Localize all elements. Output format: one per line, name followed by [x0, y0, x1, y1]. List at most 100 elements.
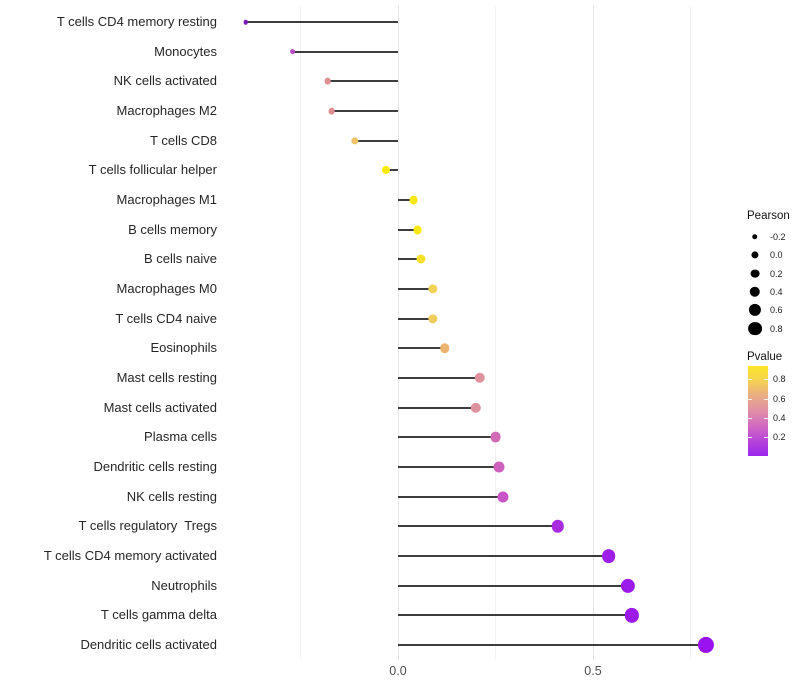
pearson-legend-dot	[751, 251, 759, 259]
pvalue-colorbar-gradient	[748, 366, 768, 456]
pearson-legend-title: Pearson	[747, 210, 790, 222]
lollipop-dot	[324, 78, 332, 85]
x-axis-tick-label: 0.0	[389, 664, 407, 678]
y-axis-label: NK cells resting	[126, 488, 217, 504]
y-axis-label: Macrophages M0	[116, 281, 217, 296]
lollipop-stem	[398, 555, 609, 557]
pvalue-legend-title: Pvalue	[747, 351, 783, 363]
lollipop-stem	[398, 377, 480, 379]
y-axis-label: Dendritic cells resting	[93, 459, 217, 474]
pearson-legend-entry-label: 0.8	[770, 323, 783, 334]
lollipop-dot	[601, 549, 616, 563]
lollipop-stem	[355, 139, 398, 142]
pvalue-legend-tick-label: 0.6	[773, 394, 786, 404]
pvalue-legend-tick-label: 0.2	[773, 432, 786, 442]
y-axis-label: Dendritic cells activated	[80, 637, 217, 652]
pearson-legend-dot	[750, 269, 760, 278]
y-axis-label: Plasma cells	[144, 429, 217, 445]
lollipop-dot	[351, 136, 359, 145]
lollipop-stem	[398, 466, 500, 468]
pearson-legend-entry-label: 0.2	[770, 268, 783, 279]
y-axis-label: T cells follicular helper	[88, 162, 217, 178]
y-axis-label: Mast cells activated	[103, 399, 217, 415]
lollipop-stem	[398, 199, 414, 201]
lollipop-dot	[289, 48, 296, 55]
lollipop-dot	[490, 431, 501, 443]
lollipop-stem	[331, 110, 398, 112]
y-axis-label: T cells CD4 memory resting	[56, 14, 217, 29]
lollipop-dot	[497, 491, 509, 503]
lollipop-dot	[382, 166, 391, 175]
lollipop-stem	[398, 258, 422, 261]
y-axis-label: B cells naive	[144, 251, 217, 267]
y-axis-label: Macrophages M2	[116, 103, 217, 118]
pearson-legend-dot	[752, 234, 758, 240]
y-axis-label: Eosinophils	[150, 340, 218, 356]
y-axis-label: Monocytes	[154, 43, 217, 59]
lollipop-dot	[470, 402, 482, 413]
y-axis-label: Neutrophils	[151, 577, 217, 593]
lollipop-dot	[551, 520, 565, 533]
lollipop-stem	[398, 288, 434, 290]
gridline-minor	[690, 6, 691, 660]
pvalue-colorbar-tick-mark	[748, 399, 752, 400]
y-axis-label: Mast cells resting	[116, 370, 217, 385]
lollipop-stem	[398, 495, 504, 498]
y-axis-label: T cells regulatory Tregs	[78, 518, 217, 534]
lollipop-dot	[474, 372, 486, 384]
pvalue-colorbar-tick-mark	[748, 379, 752, 380]
pvalue-colorbar-tick-mark	[748, 437, 752, 438]
lollipop-stem	[398, 584, 629, 587]
pvalue-colorbar-tick-mark	[764, 437, 768, 438]
y-axis-label: Macrophages M1	[116, 192, 217, 207]
lollipop-dot	[328, 107, 336, 115]
lollipop-stem	[398, 228, 418, 231]
lollipop-stem	[327, 80, 398, 83]
pvalue-legend-tick-label: 0.8	[773, 374, 786, 384]
x-axis-tick-label: 0.5	[584, 664, 602, 678]
gridline-minor	[495, 6, 496, 660]
lollipop-dot	[416, 254, 426, 264]
pearson-legend-dot	[749, 286, 761, 298]
pearson-legend-entry-label: 0.6	[770, 305, 783, 316]
lollipop-stem	[398, 317, 434, 320]
y-axis-label: T cells CD4 memory activated	[43, 548, 217, 563]
gridline-major	[397, 6, 399, 660]
lollipop-dot	[621, 578, 636, 593]
y-axis-label: NK cells activated	[113, 73, 217, 89]
lollipop-dot	[413, 225, 422, 235]
pearson-legend-entry-label: 0.4	[770, 286, 783, 297]
lollipop-stem	[398, 525, 558, 528]
lollipop-dot	[428, 284, 438, 294]
pvalue-colorbar-tick-mark	[764, 418, 768, 419]
lollipop-dot	[698, 636, 715, 654]
y-axis-label: T cells CD4 naive	[115, 310, 217, 326]
pearson-legend-dot	[748, 304, 762, 317]
y-axis-label: T cells CD8	[150, 132, 217, 148]
lollipop-stem	[245, 21, 398, 23]
pvalue-legend-tick-label: 0.4	[773, 413, 786, 423]
pearson-legend-entry-label: -0.2	[770, 232, 786, 242]
lollipop-dot	[624, 608, 640, 623]
pvalue-colorbar-tick-mark	[748, 418, 752, 419]
lollipop-dot	[243, 19, 249, 25]
lollipop-dot	[409, 195, 418, 205]
lollipop-stem	[398, 347, 445, 350]
pearson-legend-dot	[748, 321, 762, 336]
gridline-major	[592, 6, 594, 660]
pvalue-colorbar-tick-mark	[764, 379, 768, 380]
lollipop-stem	[292, 50, 398, 53]
lollipop-stem	[398, 436, 496, 439]
lollipop-stem	[398, 644, 707, 646]
gridline-minor	[300, 6, 301, 660]
pearson-legend-entry-label: 0.0	[770, 250, 783, 261]
y-axis-label: T cells gamma delta	[100, 607, 217, 623]
lollipop-stem	[386, 169, 398, 172]
pvalue-colorbar-tick-mark	[764, 399, 768, 400]
lollipop-stem	[398, 614, 632, 617]
lollipop-dot	[440, 343, 450, 354]
lollipop-dot	[493, 461, 505, 473]
lollipop-dot	[428, 314, 438, 324]
lollipop-stem	[398, 406, 476, 409]
